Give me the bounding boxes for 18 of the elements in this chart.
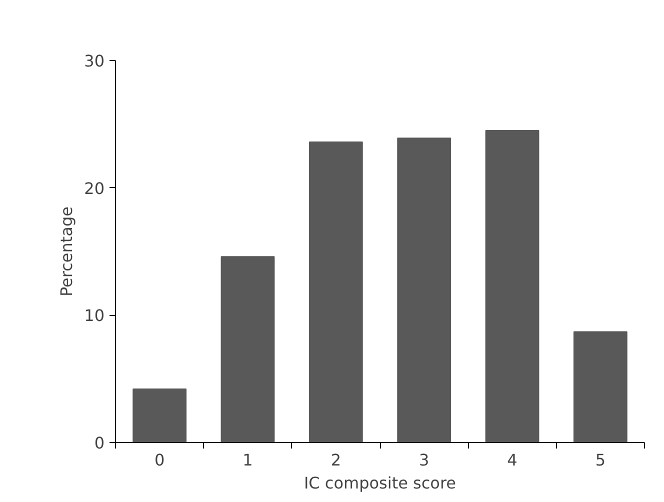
bar xyxy=(397,138,452,442)
bar xyxy=(573,331,628,442)
x-tick-label: 4 xyxy=(507,450,518,470)
x-tick-label: 0 xyxy=(154,450,165,470)
y-tick-label: 0 xyxy=(94,434,105,452)
x-axis-title: IC composite score xyxy=(304,474,456,492)
bar xyxy=(132,388,187,442)
x-tick-label: 3 xyxy=(418,450,430,470)
y-axis-title: Percentage xyxy=(57,206,76,297)
bar xyxy=(308,141,363,442)
y-tick-label: 10 xyxy=(84,306,104,326)
x-tick-label: 2 xyxy=(330,450,342,470)
y-tick-label: 30 xyxy=(84,52,104,70)
x-tick-label: 5 xyxy=(595,450,606,470)
x-tick-label: 1 xyxy=(242,450,253,470)
y-tick-label: 20 xyxy=(84,178,104,198)
bar xyxy=(220,256,275,442)
bar xyxy=(485,130,540,442)
